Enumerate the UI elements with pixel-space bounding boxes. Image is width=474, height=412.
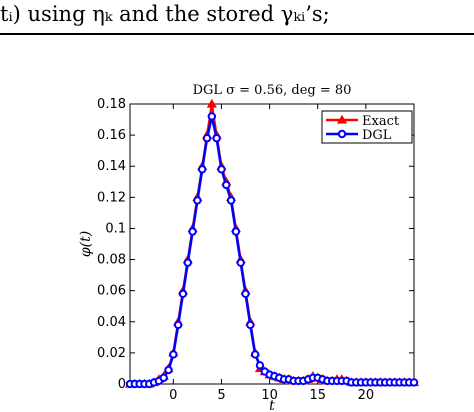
dgl-point xyxy=(409,378,419,387)
y-tick-label: 0.16 xyxy=(97,128,126,143)
x-tick-label: 5 xyxy=(217,388,225,403)
chart-title: DGL σ = 0.56, deg = 80 xyxy=(193,83,352,98)
x-tick-label: 15 xyxy=(309,388,326,403)
dgl-point xyxy=(250,350,260,359)
x-tick-label: 20 xyxy=(358,388,375,403)
dgl-point xyxy=(178,289,188,298)
y-axis-label: φ(t) xyxy=(78,231,94,257)
x-axis-label: t xyxy=(269,398,275,412)
y-tick-label: 0.02 xyxy=(97,346,126,361)
y-tick-label: 0.08 xyxy=(97,253,126,268)
dgl-point xyxy=(173,320,183,330)
x-tick-label: 10 xyxy=(261,388,278,403)
dgl-point xyxy=(183,258,192,267)
dgl-point xyxy=(217,165,226,174)
dgl-point xyxy=(255,361,265,370)
dgl-point xyxy=(241,289,250,298)
dgl-point xyxy=(193,196,202,205)
dgl-point xyxy=(246,320,255,330)
y-tick-label: 0.12 xyxy=(97,190,126,205)
x-tick-label: 0 xyxy=(169,388,177,403)
legend-marker-dgl xyxy=(337,129,347,139)
horizontal-rule xyxy=(0,33,474,35)
y-tick-label: 0.1 xyxy=(105,221,126,236)
dgl-point xyxy=(226,196,236,205)
y-tick-label: 0.04 xyxy=(97,315,126,330)
paper-text-line: tᵢ) using ηₖ and the stored γₖᵢ’s; xyxy=(0,2,330,26)
y-tick-label: 0 xyxy=(118,377,126,392)
dgl-point xyxy=(169,350,178,359)
dgl-point xyxy=(231,227,241,236)
dgl-point xyxy=(236,258,245,267)
legend-box xyxy=(321,110,413,144)
series-line-dgl xyxy=(130,116,414,386)
plot-frame xyxy=(129,103,415,385)
dgl-point xyxy=(222,180,231,190)
axis-ticks: 0 5 10 15 20 0 0.02 0.04 0.06 0.08 0.1 0.12 0.14 0.16… xyxy=(97,97,414,403)
dgl-point xyxy=(198,165,207,174)
y-tick-label: 0.18 xyxy=(97,97,126,112)
y-tick-label: 0.14 xyxy=(97,159,126,174)
dgl-point xyxy=(164,365,173,375)
dgl-point xyxy=(207,112,217,121)
exact-point xyxy=(206,98,217,108)
dgl-point xyxy=(202,134,212,143)
dgl-point xyxy=(159,373,168,382)
legend-marker-exact xyxy=(336,114,348,124)
dgl-point xyxy=(188,227,197,236)
y-tick-label: 0.06 xyxy=(97,284,126,299)
legend-label: Exact xyxy=(362,114,400,129)
legend-label: DGL xyxy=(362,128,392,143)
series-group xyxy=(124,98,420,389)
dgl-point xyxy=(212,134,221,143)
series-line-exact xyxy=(130,103,414,386)
